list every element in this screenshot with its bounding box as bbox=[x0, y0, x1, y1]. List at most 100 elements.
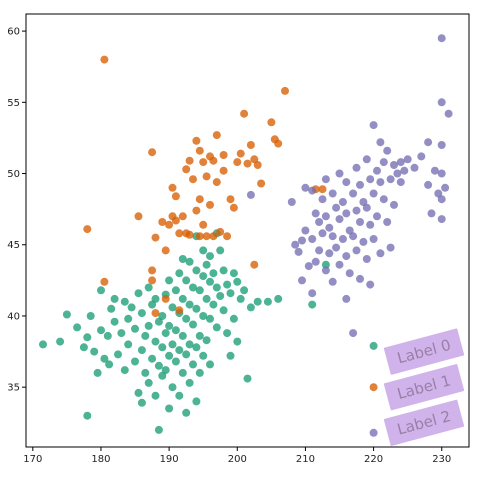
data-point bbox=[165, 351, 174, 360]
data-point bbox=[165, 404, 174, 413]
data-point bbox=[321, 212, 330, 221]
data-point bbox=[437, 195, 446, 204]
data-point bbox=[97, 326, 105, 335]
data-point bbox=[430, 166, 439, 175]
data-point bbox=[246, 190, 255, 199]
data-point bbox=[161, 246, 170, 255]
data-point bbox=[199, 312, 208, 320]
data-point bbox=[206, 314, 214, 323]
data-point bbox=[39, 340, 47, 349]
data-point bbox=[127, 303, 136, 312]
data-point bbox=[97, 286, 105, 295]
data-point bbox=[192, 304, 201, 313]
data-point bbox=[240, 286, 249, 295]
data-point bbox=[301, 226, 310, 235]
data-point bbox=[274, 139, 283, 148]
data-point bbox=[178, 331, 187, 340]
data-point bbox=[62, 310, 71, 319]
data-point bbox=[321, 260, 330, 269]
data-point bbox=[212, 178, 221, 187]
data-point bbox=[202, 260, 211, 269]
data-point bbox=[141, 368, 150, 377]
data-point bbox=[185, 257, 194, 266]
data-point bbox=[332, 243, 341, 252]
data-point bbox=[209, 156, 218, 165]
data-point bbox=[219, 306, 228, 315]
data-point bbox=[168, 340, 177, 349]
data-point bbox=[212, 131, 221, 140]
data-point bbox=[338, 198, 347, 206]
data-point bbox=[151, 391, 160, 400]
y-tick-label: 35 bbox=[7, 383, 20, 394]
data-point bbox=[148, 266, 157, 275]
data-point bbox=[195, 195, 204, 204]
legend-box bbox=[383, 399, 465, 446]
data-point bbox=[226, 289, 235, 298]
data-point bbox=[349, 232, 358, 241]
data-point bbox=[253, 161, 262, 169]
data-point bbox=[219, 266, 228, 275]
data-point bbox=[226, 351, 235, 360]
data-point bbox=[216, 227, 225, 236]
data-point bbox=[185, 156, 194, 165]
data-point bbox=[376, 178, 385, 187]
data-point bbox=[100, 277, 109, 286]
data-point bbox=[328, 277, 337, 286]
data-point bbox=[175, 391, 184, 400]
data-point bbox=[369, 121, 378, 130]
data-point bbox=[185, 300, 194, 309]
data-point bbox=[349, 189, 358, 198]
data-point bbox=[175, 269, 184, 278]
data-point bbox=[352, 206, 361, 215]
data-point bbox=[424, 138, 433, 147]
data-point bbox=[325, 249, 334, 258]
data-point bbox=[154, 425, 163, 434]
data-point bbox=[226, 195, 235, 204]
data-point bbox=[212, 283, 221, 292]
y-tick-label: 40 bbox=[7, 311, 20, 322]
data-point bbox=[373, 166, 381, 175]
data-point bbox=[417, 152, 426, 161]
axes: 170 180 190 200 210 220 230 35 40 45 50 55 60 bbox=[7, 27, 451, 465]
data-point bbox=[120, 366, 129, 375]
x-tick-label: 180 bbox=[91, 454, 110, 465]
data-point bbox=[195, 232, 204, 241]
data-point bbox=[168, 303, 177, 312]
data-point bbox=[105, 360, 114, 369]
data-point bbox=[131, 357, 139, 366]
data-point bbox=[110, 294, 119, 303]
data-point bbox=[199, 246, 208, 255]
data-point bbox=[369, 428, 378, 437]
data-point bbox=[103, 331, 112, 340]
data-point bbox=[287, 198, 296, 206]
data-point bbox=[151, 294, 160, 303]
data-point bbox=[209, 300, 218, 309]
y-tick-label: 50 bbox=[7, 169, 20, 180]
data-point bbox=[253, 297, 262, 306]
data-point bbox=[182, 276, 191, 285]
data-point bbox=[342, 252, 351, 261]
data-point bbox=[182, 165, 191, 174]
data-point bbox=[158, 312, 167, 320]
data-point bbox=[192, 136, 201, 145]
data-point bbox=[359, 237, 368, 246]
data-point bbox=[298, 236, 306, 245]
data-point bbox=[233, 277, 242, 286]
data-point bbox=[86, 312, 95, 320]
data-point bbox=[189, 283, 197, 292]
data-point bbox=[202, 294, 211, 303]
data-point bbox=[315, 218, 324, 226]
data-point bbox=[321, 266, 330, 275]
data-point bbox=[369, 235, 378, 243]
data-point bbox=[141, 331, 150, 340]
data-point bbox=[206, 360, 214, 369]
data-point bbox=[151, 337, 160, 346]
data-point bbox=[379, 158, 388, 167]
x-tick-label: 170 bbox=[23, 454, 42, 465]
data-point bbox=[236, 149, 245, 158]
data-point bbox=[100, 55, 109, 64]
data-point bbox=[396, 178, 405, 187]
data-point bbox=[192, 266, 201, 275]
series-1 bbox=[83, 55, 378, 392]
data-point bbox=[257, 179, 266, 188]
